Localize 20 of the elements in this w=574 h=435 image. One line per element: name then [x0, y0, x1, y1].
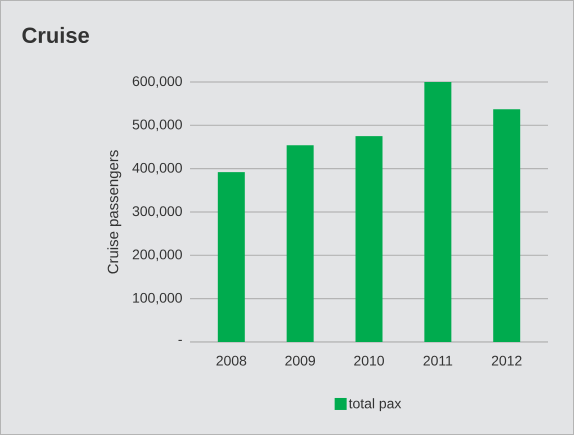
x-tick-label: 2010	[354, 356, 384, 366]
y-tick-label: 200,000	[132, 250, 182, 262]
bar	[356, 136, 383, 342]
legend-label: total pax	[348, 398, 402, 412]
x-tick-label: 2012	[492, 356, 522, 366]
x-tick-label: 2009	[285, 356, 316, 366]
bar	[286, 145, 314, 342]
y-tick-label: 100,000	[133, 292, 182, 304]
chart-title: Cruise	[22, 26, 89, 44]
y-tick-label: 500,000	[132, 120, 182, 132]
bar	[218, 172, 245, 342]
y-tick-label: -	[178, 340, 182, 341]
y-tick-label: 400,000	[132, 162, 182, 174]
bar	[493, 109, 520, 342]
x-tick-label: 2008	[216, 356, 246, 366]
y-axis-title: Cruise passengers	[107, 150, 122, 274]
x-tick-label: 2011	[424, 356, 452, 366]
y-tick-label: 300,000	[132, 206, 182, 218]
bar	[424, 82, 452, 342]
y-tick-label: 600,000	[132, 76, 182, 88]
